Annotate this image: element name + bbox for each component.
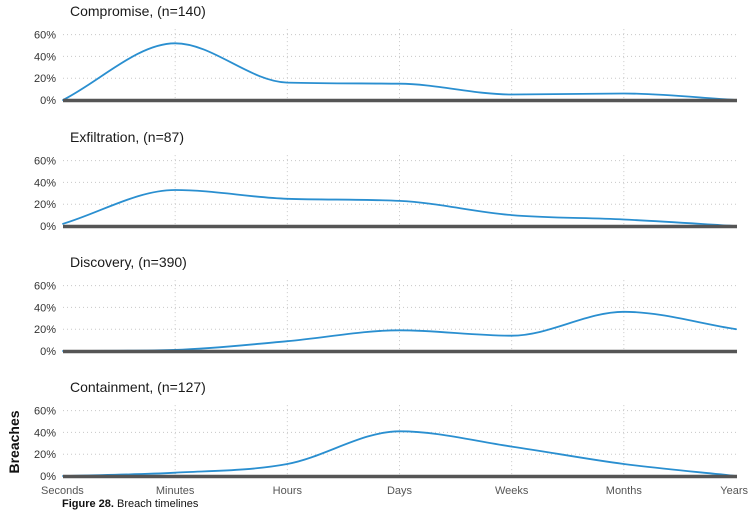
baseline-layer: [63, 98, 737, 479]
y-tick-label: 0%: [40, 221, 56, 233]
grid-layer: [63, 29, 736, 476]
label-layer: Compromise, (n=140) 0% 20% 40% 60% Exfiltrati…: [34, 3, 749, 497]
panel-title: Discovery, (n=390): [70, 254, 187, 270]
y-tick-label: 60%: [34, 156, 56, 168]
y-tick-label: 60%: [34, 30, 56, 42]
figure-caption: Figure 28. Breach timelines: [62, 498, 198, 510]
y-tick-label: 20%: [34, 324, 56, 336]
panel-title: Exfiltration, (n=87): [70, 129, 184, 145]
x-tick-label: Days: [387, 485, 413, 497]
figure-caption-text: Breach timelines: [113, 498, 199, 510]
x-tick-label: Hours: [273, 485, 303, 497]
x-tick-label: Months: [606, 485, 643, 497]
y-tick-label: 20%: [34, 449, 56, 461]
y-tick-label: 40%: [34, 302, 56, 314]
y-tick-label: 0%: [40, 95, 56, 107]
y-tick-label: 20%: [34, 73, 56, 85]
series-line: [62, 430, 737, 477]
y-tick-label: 60%: [34, 281, 56, 293]
y-tick-label: 0%: [40, 471, 56, 483]
x-tick-label: Years: [720, 485, 748, 497]
x-tick-label: Weeks: [495, 485, 529, 497]
series-line: [62, 42, 737, 101]
series-layer: [62, 42, 737, 477]
y-tick-label: 40%: [34, 427, 56, 439]
x-tick-label: Minutes: [156, 485, 195, 497]
y-tick-label: 40%: [34, 51, 56, 63]
series-line: [62, 189, 737, 227]
panel-title: Compromise, (n=140): [70, 3, 206, 19]
figure-caption-label: Figure 28.: [62, 498, 114, 510]
y-tick-label: 60%: [34, 406, 56, 418]
panel-title: Containment, (n=127): [70, 379, 206, 395]
y-tick-label: 40%: [34, 177, 56, 189]
y-tick-label: 20%: [34, 199, 56, 211]
y-tick-label: 0%: [40, 346, 56, 358]
x-tick-label: Seconds: [41, 485, 84, 497]
y-axis-label: Breaches: [6, 410, 22, 473]
